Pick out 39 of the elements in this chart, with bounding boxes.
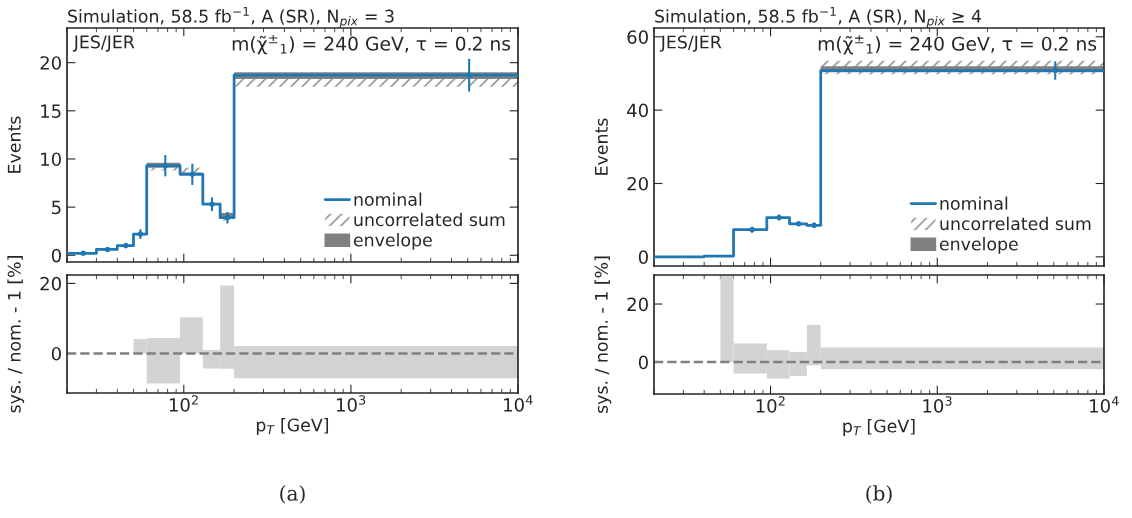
- y-tick-label: 20: [627, 297, 648, 312]
- y-tick-label: 20: [40, 56, 61, 70]
- legend-label: envelope: [939, 237, 1018, 254]
- x-tick-label: 10$^{2}$: [756, 396, 785, 413]
- x-tick-label: 10$^{3}$: [923, 396, 952, 413]
- x-axis-title: p$_{T}$ [GeV]: [843, 419, 915, 436]
- y-tick-label: 0: [638, 250, 648, 264]
- text: (b): [866, 485, 892, 504]
- annotation: m(χ̃$^{±}$$_{1}$) = 240 GeV, τ = 0.2 ns: [818, 35, 1097, 55]
- x-tick-label: 10$^{2}$: [169, 395, 198, 412]
- annotation: JES/JER: [72, 35, 135, 52]
- x-tick-label: 10$^{3}$: [336, 395, 366, 412]
- y-tick-label: 20: [40, 276, 61, 291]
- y-tick-label: 20: [627, 176, 648, 191]
- y-axis-title: Events: [7, 116, 21, 173]
- y-tick-label: 0: [51, 346, 61, 361]
- y-tick-label: 10: [41, 152, 61, 167]
- y-tick-label: 15: [41, 104, 61, 118]
- text: (a): [280, 485, 305, 504]
- annotation: JES/JER: [659, 35, 722, 52]
- y-axis-title: sys. / nom. - 1 [%]: [594, 256, 612, 413]
- legend-label: nominal: [940, 196, 1008, 210]
- legend-label: nominal: [354, 192, 422, 206]
- y-tick-label: 40: [627, 103, 648, 118]
- y-axis-title: sys. / nom. - 1 [%]: [7, 256, 25, 413]
- x-axis-title: p$_{T}$ [GeV]: [256, 418, 329, 435]
- y-tick-label: 60: [627, 30, 648, 44]
- legend-label: envelope: [353, 233, 432, 250]
- chart-title: Simulation, 58.5 fb$^{−1}$, A (SR), N$_{pix}$ = 3: [68, 6, 394, 28]
- y-tick-label: 5: [52, 200, 61, 215]
- legend-label: uncorrelated sum: [354, 212, 505, 227]
- legend-label: uncorrelated sum: [940, 216, 1091, 231]
- y-tick-label: 0: [51, 248, 61, 263]
- x-tick-label: 10$^{4}$: [1090, 396, 1119, 413]
- x-tick-label: 10$^{4}$: [504, 395, 533, 412]
- y-tick-label: 0: [638, 355, 648, 370]
- y-axis-title: Events: [594, 118, 608, 175]
- chart-title: Simulation, 58.5 fb$^{−1}$, A (SR), N$_{pix}$ ≥ 4: [655, 6, 982, 28]
- annotation: m(χ̃$^{±}$$_{1}$) = 240 GeV, τ = 0.2 ns: [232, 35, 511, 55]
